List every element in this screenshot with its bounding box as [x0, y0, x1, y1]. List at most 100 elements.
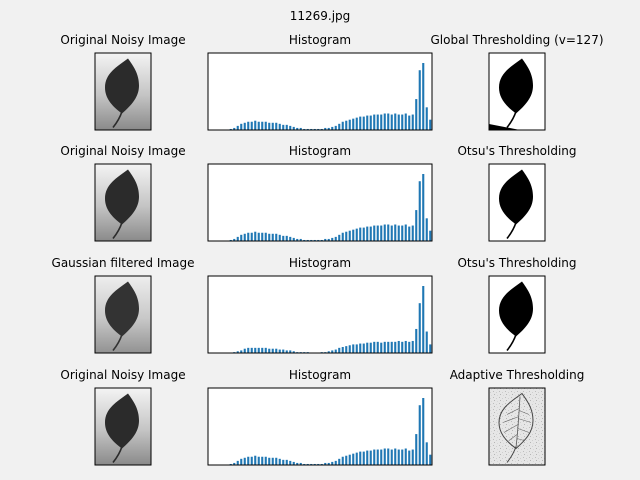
window-title: 11269.jpg [290, 9, 351, 23]
histogram-bar [348, 230, 351, 241]
histogram-bar [257, 456, 260, 465]
histogram-bar [317, 239, 320, 241]
histogram-bar [404, 340, 407, 353]
histogram-bar [401, 114, 404, 130]
histogram-bar [296, 462, 299, 465]
histogram-bar [250, 232, 253, 241]
histogram-bar [324, 238, 327, 241]
histogram-bar [250, 121, 253, 130]
histogram-bar [422, 63, 425, 130]
right-image-title: Global Thresholding (v=127) [430, 33, 603, 47]
histogram-bar [362, 227, 365, 241]
histogram-bar [240, 123, 243, 130]
histogram-bar [366, 226, 369, 241]
histogram-chart [207, 52, 433, 131]
histogram-bar [299, 462, 302, 465]
histogram-bar [233, 462, 236, 465]
histogram-bar [415, 99, 418, 130]
threshold-image [488, 163, 546, 242]
histogram-bar [362, 451, 365, 465]
histogram-bar [236, 351, 239, 353]
histogram-bar [411, 114, 414, 130]
histogram-title: Histogram [289, 144, 351, 158]
histogram-bar [268, 233, 271, 241]
histogram-bar [268, 457, 271, 465]
panel-row-4: Original Noisy Image Histogram Adaptive … [60, 368, 584, 466]
histogram-bar [331, 350, 334, 353]
histogram-bar [271, 348, 274, 353]
histogram-bar [394, 341, 397, 353]
histogram-chart [207, 387, 433, 466]
original-image [94, 52, 152, 131]
left-image-title: Original Noisy Image [60, 368, 185, 382]
histogram-bar [282, 235, 285, 241]
histogram-bar [397, 225, 400, 241]
histogram-bar [247, 121, 250, 130]
histogram-bar [292, 237, 295, 241]
histogram-bar [355, 117, 358, 130]
histogram-bar [425, 442, 428, 465]
filtered-image [94, 275, 152, 354]
histogram-bar [408, 115, 411, 130]
histogram-bar [261, 121, 264, 130]
histogram-bar [418, 181, 421, 241]
histogram-bar [401, 449, 404, 465]
histogram-bar [387, 224, 390, 241]
histogram-bar [376, 341, 379, 353]
left-image-title: Original Noisy Image [60, 33, 185, 47]
histogram-bar [373, 449, 376, 465]
panel-row-1: Original Noisy Image Histogram Global Th… [60, 33, 604, 131]
histogram-bar [418, 70, 421, 130]
histogram-bar [341, 456, 344, 465]
histogram-bar [401, 341, 404, 353]
histogram-bar [404, 224, 407, 241]
histogram-bar [394, 448, 397, 465]
histogram-bar [233, 127, 236, 130]
histogram-bar [411, 340, 414, 353]
histogram-bar [429, 230, 432, 241]
histogram-bar [352, 229, 355, 241]
histogram-bar [394, 113, 397, 130]
histogram-bar [317, 463, 320, 465]
histogram-bar [355, 228, 358, 241]
histogram-bar [278, 234, 281, 241]
histogram-bar [397, 114, 400, 130]
histogram-bar [285, 235, 288, 241]
histogram-bar [310, 239, 313, 241]
histogram-bar [359, 227, 362, 241]
panel-row-3: Gaussian filtered Image Histogram Otsu's… [52, 256, 577, 354]
histogram-bar [331, 461, 334, 465]
histogram-bar [254, 455, 257, 465]
histogram-bar [408, 226, 411, 241]
histogram-bar [254, 120, 257, 130]
histogram-bar [334, 349, 337, 353]
histogram-bar [422, 286, 425, 353]
histogram-bar [282, 349, 285, 353]
histogram-bar [320, 463, 323, 465]
histogram-bar [383, 448, 386, 465]
histogram-bar [404, 113, 407, 130]
histogram-bar [327, 351, 330, 353]
histogram-bar [229, 463, 232, 465]
left-image-title: Original Noisy Image [60, 144, 185, 158]
histogram-bar [352, 453, 355, 465]
histogram-bar [240, 350, 243, 353]
histogram-bar [236, 236, 239, 241]
histogram-bar [271, 457, 274, 465]
histogram-bar [369, 342, 372, 353]
histogram-bar [369, 450, 372, 465]
histogram-chart [207, 163, 433, 242]
histogram-bar [383, 224, 386, 241]
histogram-bar [320, 239, 323, 241]
histogram-bar [373, 225, 376, 241]
histogram-bar [425, 107, 428, 130]
histogram-bar [243, 122, 246, 130]
histogram-bar [324, 127, 327, 130]
histogram-bar [296, 238, 299, 241]
histogram-bar [243, 348, 246, 353]
original-image [94, 163, 152, 242]
histogram-bar [261, 456, 264, 465]
histogram-bar [334, 125, 337, 130]
histogram-bar [327, 238, 330, 241]
histogram-bar [275, 457, 278, 465]
